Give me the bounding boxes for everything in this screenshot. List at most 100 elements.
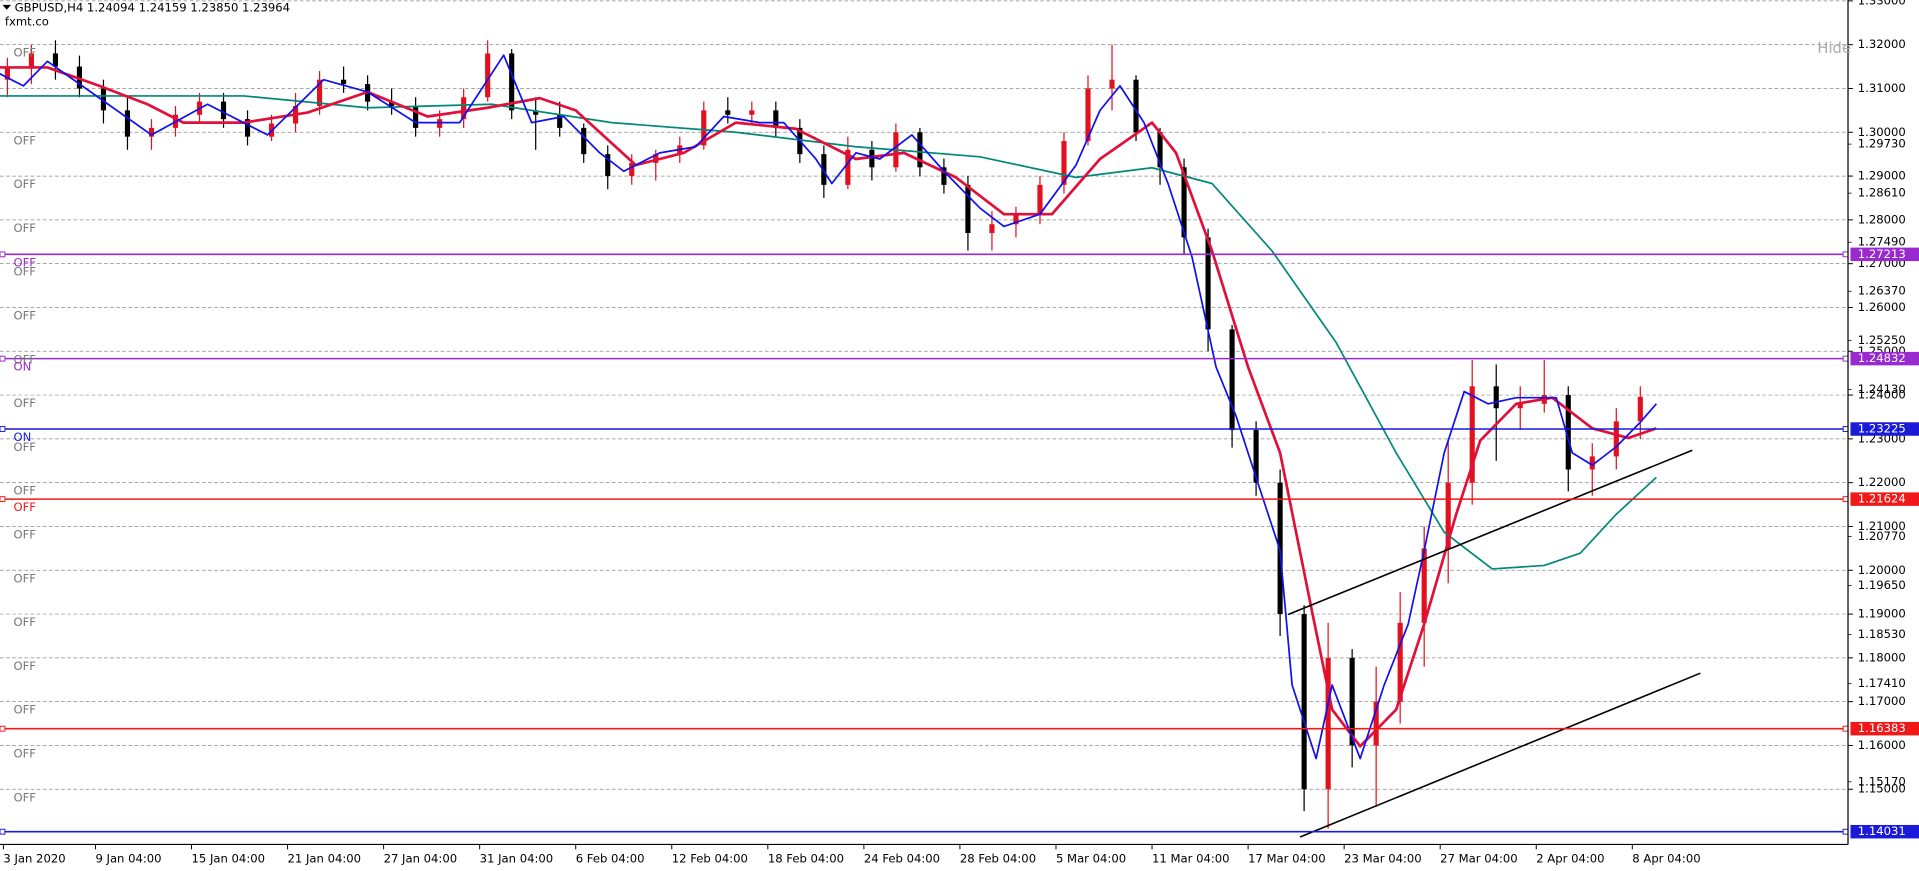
level-handle — [0, 496, 6, 503]
candle-body — [989, 224, 995, 234]
x-tick-label: 28 Feb 04:00 — [960, 852, 1036, 866]
candle-body — [1565, 395, 1571, 470]
candle-body — [4, 66, 10, 80]
moving-average-line — [0, 95, 1657, 570]
candle-body — [124, 110, 131, 137]
candle-body — [244, 119, 251, 137]
candle-body — [1253, 430, 1259, 483]
level-handle — [1842, 426, 1849, 432]
candle-body — [1013, 215, 1019, 225]
level-flag: OFF — [13, 615, 36, 629]
candle-body — [845, 149, 851, 185]
level-handle — [0, 828, 6, 835]
candle-body — [941, 167, 947, 185]
level-handle — [1842, 355, 1849, 362]
x-tick-label: 17 Mar 04:00 — [1248, 852, 1326, 866]
candle-body — [1493, 386, 1499, 409]
y-tick-label: 1.30000 — [1858, 125, 1906, 139]
candle-body — [437, 119, 443, 128]
level-handle — [0, 725, 6, 732]
y-tick-label: 1.20000 — [1858, 563, 1906, 577]
candle-body — [317, 79, 323, 106]
y-tick-label: 1.28610 — [1858, 186, 1906, 200]
candle-body — [557, 114, 563, 128]
y-tick-label: 1.26370 — [1858, 284, 1906, 298]
level-flag: OFF — [13, 440, 36, 454]
candle-body — [28, 53, 34, 67]
candle-body — [485, 53, 491, 98]
overlay-layer: 1.33000 1.32000 OFF 1.31000 1.30000 OFF 1.2900… — [3, 0, 1919, 866]
level-flag: OFF — [13, 790, 36, 804]
level-price-box — [1850, 247, 1919, 262]
candle-body — [413, 105, 419, 128]
candle-body — [1325, 657, 1331, 790]
level-flag: OFF — [13, 177, 36, 191]
candle-body — [725, 110, 731, 115]
candle-body — [653, 154, 659, 163]
candle-body — [965, 184, 971, 234]
candle-body — [773, 110, 779, 128]
candle-body — [1637, 396, 1643, 422]
level-price-box — [1850, 824, 1919, 839]
candle-body — [1037, 184, 1043, 216]
level-handle — [0, 251, 6, 258]
level-price-label: 1.23225 — [1858, 422, 1906, 436]
level-flag: OFF — [13, 396, 36, 410]
candle-body — [509, 53, 515, 111]
x-tick-label: 8 Apr 04:00 — [1632, 852, 1700, 866]
candle-body — [389, 101, 395, 106]
hide-button[interactable]: Hide — [1817, 40, 1850, 57]
y-tick-label: 1.33000 — [1858, 0, 1906, 7]
candle-body — [1205, 237, 1211, 330]
y-tick-label: 1.25250 — [1858, 333, 1906, 347]
x-tick-label: 27 Mar 04:00 — [1440, 852, 1518, 866]
candle-body — [461, 97, 467, 120]
candle-body — [52, 53, 59, 67]
candle-body — [1469, 386, 1475, 483]
y-tick-label: 1.24130 — [1858, 382, 1906, 396]
level-flag: OFF — [13, 500, 36, 514]
level-flag: OFF — [13, 571, 36, 585]
x-tick-label: 15 Jan 04:00 — [192, 852, 266, 866]
level-flag: OFF — [13, 221, 36, 235]
level-price-box — [1850, 422, 1919, 436]
candle-body — [701, 110, 707, 146]
level-flag: OFF — [13, 309, 36, 323]
level-handle — [0, 355, 6, 362]
candle-body — [533, 110, 539, 115]
candle-body — [1613, 421, 1619, 457]
level-flag: ON — [13, 430, 31, 444]
y-tick-label: 1.17410 — [1858, 676, 1906, 690]
level-price-box — [1850, 351, 1919, 366]
trend-line — [1287, 449, 1693, 616]
x-tick-label: 12 Feb 04:00 — [672, 852, 748, 866]
candle-body — [1061, 141, 1067, 185]
plot-layer — [0, 40, 1849, 838]
candle-body — [917, 132, 923, 168]
y-tick-label: 1.21000 — [1858, 519, 1906, 533]
candle-body — [1109, 79, 1115, 89]
x-tick-label: 2 Apr 04:00 — [1536, 852, 1604, 866]
trend-line — [1299, 672, 1701, 838]
x-tick-label: 31 Jan 04:00 — [480, 852, 554, 866]
symbol-menu-icon[interactable] — [2, 4, 12, 10]
candle-body — [1397, 622, 1403, 702]
x-tick-label: 6 Feb 04:00 — [576, 852, 645, 866]
y-tick-label: 1.15170 — [1858, 774, 1906, 788]
level-price-label: 1.14031 — [1858, 824, 1906, 838]
candle-body — [1133, 79, 1139, 133]
y-tick-label: 1.19000 — [1858, 607, 1906, 621]
level-handle — [1842, 251, 1849, 258]
level-flag: ON — [13, 360, 31, 374]
candle-body — [749, 110, 755, 115]
level-handle — [0, 426, 6, 432]
x-tick-label: 27 Jan 04:00 — [384, 852, 458, 866]
candle-body — [220, 101, 227, 120]
x-tick-label: 9 Jan 04:00 — [95, 852, 161, 866]
y-tick-label: 1.24000 — [1858, 388, 1906, 402]
y-tick-label: 1.22000 — [1858, 475, 1906, 489]
symbol-info: GBPUSD,H4 1.24094 1.24159 1.23850 1.2396… — [15, 0, 290, 14]
